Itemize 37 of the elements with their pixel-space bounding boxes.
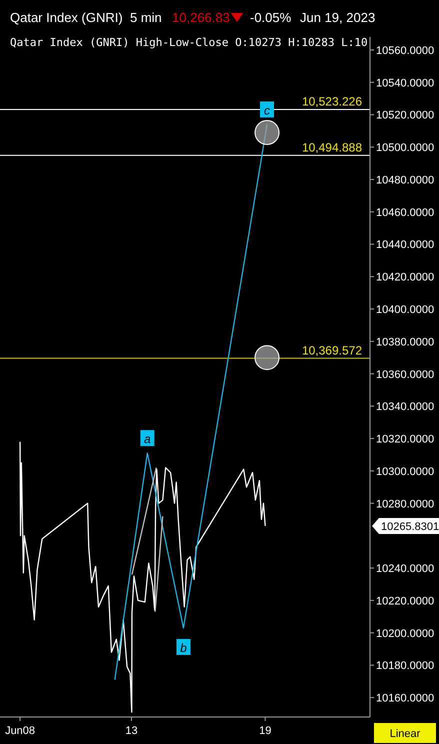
text: Linear [390, 728, 421, 740]
y-tick-label: 10160.0000 [376, 692, 434, 705]
chart-title: Qatar Index (GNRI) [10, 10, 123, 25]
y-tick-label: 10420.0000 [376, 272, 434, 284]
ref-line-label: 10,494.888 [302, 140, 362, 154]
y-tick-label: 10540.0000 [376, 77, 434, 90]
y-tick-label: 10400.0000 [376, 304, 434, 316]
y-tick-label: 10460.0000 [376, 206, 434, 219]
y-tick-label: 10480.0000 [376, 174, 434, 186]
ref-line-label: 10,523.226 [302, 94, 362, 108]
y-tick-label: 10500.0000 [376, 142, 434, 154]
y-tick-label: 10240.0000 [376, 563, 434, 576]
y-tick-label: 10280.0000 [376, 498, 434, 510]
text: 5 min [130, 10, 162, 25]
text: -0.05% [250, 10, 292, 25]
y-tick-label: 10320.0000 [376, 434, 434, 446]
annotation: a [144, 432, 151, 446]
y-tick-label: 10220.0000 [376, 595, 434, 608]
y-tick-label: 10520.0000 [376, 110, 434, 122]
y-tick-label: 10300.0000 [376, 466, 434, 478]
x-tick-label: 19 [259, 725, 272, 737]
y-tick-label: 10340.0000 [376, 401, 434, 414]
y-tick-label: 10360.0000 [376, 368, 434, 381]
annotation: b [180, 640, 188, 655]
text: Jun 19, 2023 [300, 10, 376, 25]
y-tick-label: 10440.0000 [376, 239, 434, 252]
y-tick-label: 10560.0000 [376, 44, 434, 57]
text: 10265.8301 [381, 520, 439, 533]
text: 10,266.83 [172, 10, 230, 25]
y-tick-label: 10200.0000 [376, 628, 434, 640]
x-tick-label: 13 [125, 725, 138, 737]
annotation: c [264, 103, 270, 118]
ref-line-label: 10,369.572 [302, 343, 362, 358]
y-tick-label: 10380.0000 [376, 336, 434, 348]
chart-subtitle: Qatar Index (GNRI) High-Low-Close O:10273 H:10283 L:10 [10, 36, 368, 49]
y-tick-label: 10180.0000 [376, 660, 434, 672]
x-tick-label: Jun08 [5, 725, 36, 737]
